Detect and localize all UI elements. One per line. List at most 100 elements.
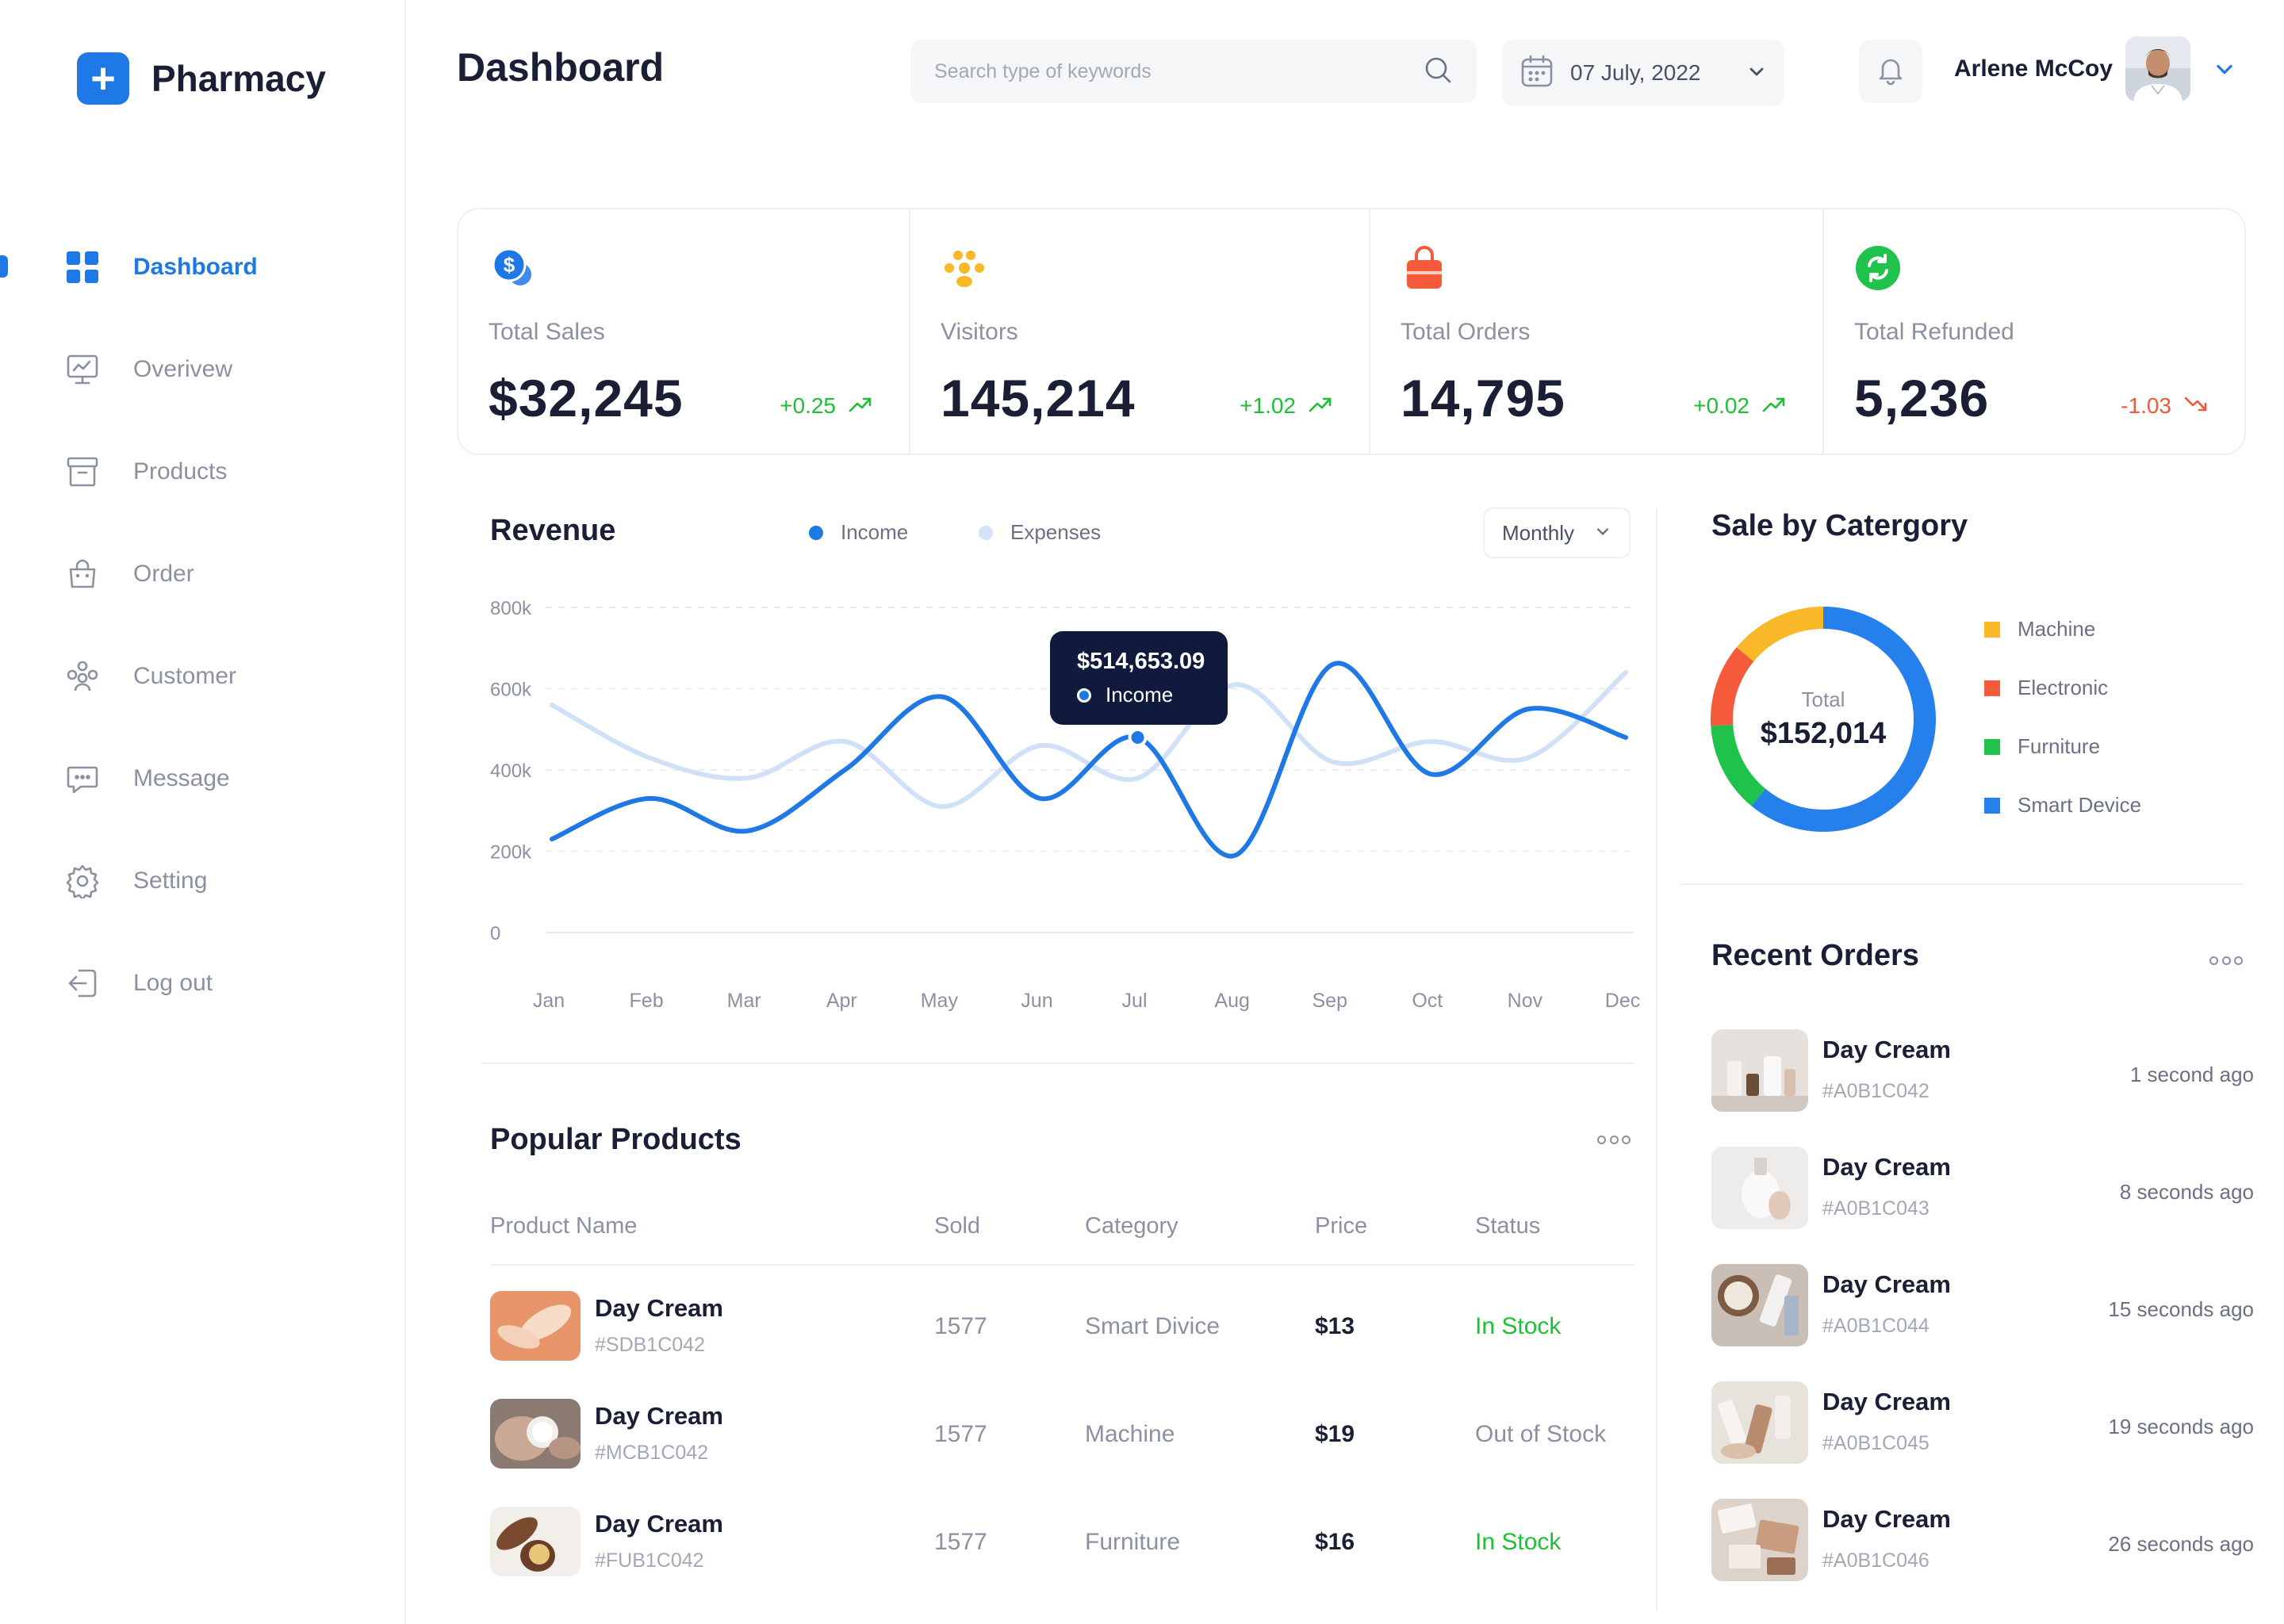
- y-tick-label: 0: [490, 923, 500, 944]
- donut-total-value: $152,014: [1760, 717, 1887, 750]
- gear-icon: [63, 862, 102, 900]
- active-nav-indicator: [0, 255, 8, 278]
- product-name: Day Cream: [595, 1294, 723, 1322]
- sidebar-item-customer[interactable]: Customer: [63, 653, 236, 700]
- trend-up-icon: [849, 393, 872, 419]
- product-code: #SDB1C042: [595, 1334, 705, 1356]
- legend-swatch: [809, 525, 823, 540]
- app-logo[interactable]: + Pharmacy: [77, 52, 326, 105]
- period-select[interactable]: Monthly: [1483, 508, 1631, 558]
- refresh-icon: [1854, 244, 1902, 292]
- archive-box-icon: [63, 453, 102, 491]
- column-header[interactable]: Price: [1315, 1213, 1368, 1239]
- x-tick-label: Apr: [826, 990, 857, 1012]
- legend-expenses[interactable]: Expenses: [979, 520, 1101, 545]
- status-badge: Out of Stock: [1475, 1421, 1607, 1447]
- x-tick-label: Nov: [1508, 990, 1543, 1012]
- product-price: $19: [1315, 1421, 1355, 1447]
- list-item[interactable]: Day Cream #A0B1C045 19 seconds ago: [1711, 1381, 2254, 1464]
- product-code: #MCB1C042: [595, 1442, 709, 1464]
- order-thumbnail: [1711, 1499, 1808, 1581]
- tooltip-value: $514,653.09: [1077, 649, 1205, 674]
- order-thumbnail: [1711, 1264, 1808, 1346]
- legend-swatch: [1984, 797, 2000, 814]
- order-thumbnail: [1711, 1147, 1808, 1229]
- sidebar-item-products[interactable]: Products: [63, 448, 227, 496]
- users-icon: [63, 657, 102, 695]
- order-thumbnail: [1711, 1381, 1808, 1464]
- list-item[interactable]: Day Cream #A0B1C046 26 seconds ago: [1711, 1499, 2254, 1581]
- column-header[interactable]: Status: [1475, 1213, 1541, 1239]
- stat-delta: -1.03: [2121, 393, 2208, 419]
- search-icon[interactable]: [1423, 55, 1453, 89]
- x-tick-label: Sep: [1312, 990, 1347, 1012]
- category-legend-smart-device: Smart Device: [1984, 793, 2141, 818]
- product-category: Machine: [1085, 1421, 1175, 1447]
- category-label: Furniture: [2018, 734, 2101, 758]
- product-thumbnail: [490, 1291, 581, 1361]
- legend-income[interactable]: Income: [809, 520, 908, 545]
- status-badge: In Stock: [1475, 1529, 1562, 1555]
- user-name[interactable]: Arlene McCoy: [1954, 56, 2113, 82]
- order-product-name: Day Cream: [1822, 1505, 1951, 1533]
- tooltip-swatch: [1077, 688, 1091, 703]
- sidebar-item-message[interactable]: Message: [63, 755, 230, 802]
- x-tick-label: Mar: [727, 990, 761, 1012]
- category-donut-chart: [1711, 607, 1936, 832]
- chart-tooltip: $514,653.09 Income: [1050, 631, 1228, 725]
- stat-label: Visitors: [941, 319, 1018, 345]
- legend-swatch: [979, 525, 993, 540]
- product-name: Day Cream: [595, 1510, 723, 1538]
- sale-by-category-title: Sale by Catergory: [1711, 509, 1968, 542]
- sidebar-item-label: Products: [133, 458, 228, 485]
- search-input[interactable]: [934, 59, 1423, 83]
- more-options-icon[interactable]: [2209, 955, 2243, 966]
- column-header[interactable]: Sold: [934, 1213, 981, 1239]
- category-label: Electronic: [2018, 676, 2109, 699]
- sidebar-item-dashboard[interactable]: Dashboard: [63, 243, 258, 291]
- product-code: #FUB1C042: [595, 1549, 704, 1572]
- revenue-title: Revenue: [490, 514, 616, 547]
- sidebar-item-overview[interactable]: Overivew: [63, 346, 232, 393]
- list-item[interactable]: Day Cream #A0B1C044 15 seconds ago: [1711, 1264, 2254, 1346]
- legend-label: Expenses: [1010, 520, 1102, 544]
- list-item[interactable]: Day Cream #A0B1C043 8 seconds ago: [1711, 1147, 2254, 1229]
- notification-button[interactable]: [1859, 40, 1922, 103]
- delta-value: +0.25: [780, 393, 836, 418]
- date-picker[interactable]: 07 July, 2022: [1502, 40, 1784, 106]
- tooltip-series-label: Income: [1106, 683, 1174, 707]
- column-header[interactable]: Category: [1085, 1213, 1178, 1239]
- tooltip-series: Income: [1077, 683, 1201, 707]
- product-category: Smart Divice: [1085, 1313, 1221, 1339]
- order-time: 15 seconds ago: [2108, 1297, 2254, 1321]
- user-menu-chevron-icon[interactable]: [2213, 57, 2236, 85]
- shopping-bag-icon: [1401, 244, 1448, 292]
- avatar[interactable]: [2125, 36, 2190, 102]
- divider: [1680, 883, 2244, 885]
- order-code: #A0B1C044: [1822, 1315, 1930, 1337]
- highlight-point: [1128, 728, 1148, 747]
- chat-bubble-icon: [63, 760, 102, 798]
- product-thumbnail: [490, 1507, 581, 1576]
- column-header[interactable]: Product Name: [490, 1213, 638, 1239]
- delta-value: -1.03: [2121, 393, 2171, 418]
- sidebar-item-order[interactable]: Order: [63, 550, 194, 598]
- x-tick-label: Jul: [1122, 990, 1148, 1012]
- product-sold: 1577: [934, 1529, 987, 1555]
- category-legend-machine: Machine: [1984, 617, 2095, 642]
- table-row[interactable]: Day Cream #FUB1C042 1577 Furniture $16 I…: [490, 1503, 1635, 1580]
- x-tick-label: May: [921, 990, 959, 1012]
- table-row[interactable]: Day Cream #MCB1C042 1577 Machine $19 Out…: [490, 1396, 1635, 1472]
- order-code: #A0B1C043: [1822, 1197, 1930, 1220]
- sidebar-item-logout[interactable]: Log out: [63, 959, 213, 1007]
- sidebar-item-setting[interactable]: Setting: [63, 857, 207, 905]
- list-item[interactable]: Day Cream #A0B1C042 1 second ago: [1711, 1029, 2254, 1112]
- table-row[interactable]: Day Cream #SDB1C042 1577 Smart Divice $1…: [490, 1288, 1635, 1364]
- product-sold: 1577: [934, 1421, 987, 1447]
- donut-slice-machine: [1711, 607, 1936, 832]
- stat-delta: +0.02: [1693, 393, 1786, 419]
- x-tick-label: Oct: [1412, 990, 1443, 1012]
- more-options-icon[interactable]: [1597, 1134, 1631, 1145]
- stat-delta: +1.02: [1240, 393, 1332, 419]
- category-legend-furniture: Furniture: [1984, 734, 2100, 759]
